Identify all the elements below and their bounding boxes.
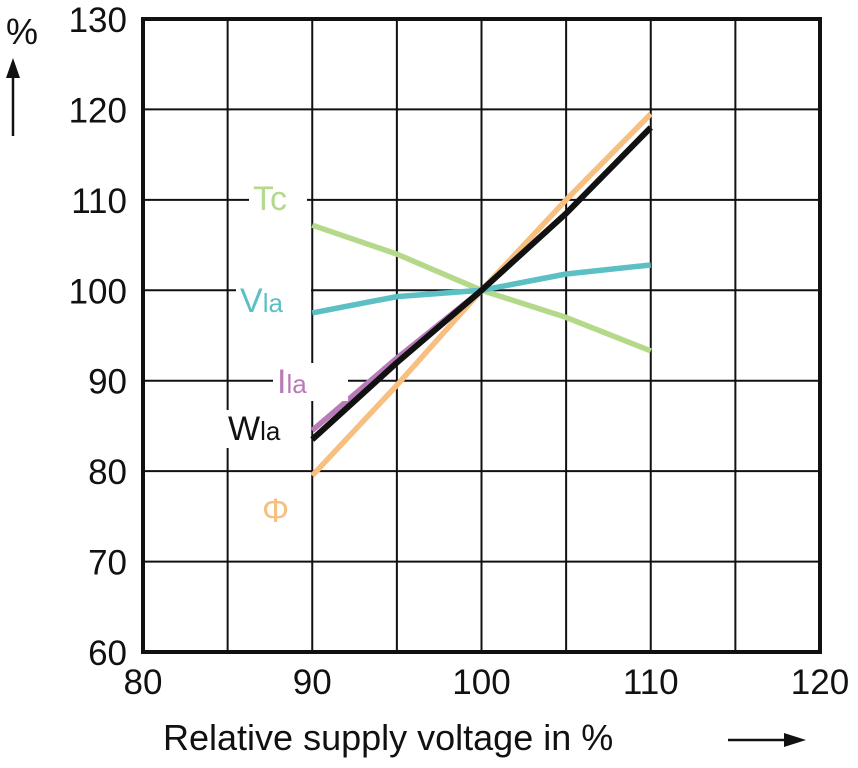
y-axis-arrow: [6, 58, 20, 136]
series-label-background: [258, 492, 299, 530]
series-label-subscript: la: [263, 288, 284, 318]
series-label-background: [273, 363, 348, 401]
x-tick-label: 80: [124, 663, 163, 702]
y-axis-label: %: [6, 11, 38, 52]
series-label-main: Tc: [253, 180, 287, 218]
series-label-main: I: [277, 363, 286, 401]
y-tick-label: 110: [71, 182, 127, 221]
series-label-background: [236, 282, 311, 320]
y-tick-labels: 60 70 80 90 100 110 120 130: [69, 1, 127, 673]
series-label-subscript: la: [260, 416, 281, 446]
series-label: Wla: [228, 410, 281, 448]
series-label-main: Φ: [262, 492, 289, 530]
series-label: Ila: [277, 363, 307, 401]
x-tick-label: 90: [293, 663, 332, 702]
series-label-background: [249, 180, 307, 218]
series-label-main: V: [240, 282, 263, 320]
y-tick-label: 100: [69, 272, 127, 311]
y-tick-label: 120: [69, 91, 127, 130]
series-label-background: [224, 410, 299, 448]
x-tick-labels: 80 90 100 110 120: [124, 663, 850, 702]
series-label-subscript: la: [286, 369, 307, 399]
y-tick-label: 80: [88, 453, 127, 492]
series-lines: [310, 112, 653, 478]
y-tick-label: 90: [88, 363, 127, 402]
y-tick-label: 130: [69, 1, 127, 40]
grid: [143, 19, 820, 652]
x-tick-label: 110: [623, 663, 679, 702]
series-line-wla: [310, 125, 653, 442]
x-axis-arrow: [728, 733, 806, 747]
x-axis-label: Relative supply voltage in %: [163, 717, 613, 758]
series-label: Φ: [262, 492, 289, 530]
plot-frame: [141, 17, 822, 654]
series-label: Tc: [253, 180, 287, 218]
y-tick-label: 70: [88, 544, 127, 583]
series-label-main: W: [228, 410, 260, 448]
x-tick-label: 120: [791, 663, 849, 702]
y-tick-label: 60: [88, 634, 127, 673]
series-label: Vla: [240, 282, 283, 320]
x-tick-label: 100: [452, 663, 510, 702]
